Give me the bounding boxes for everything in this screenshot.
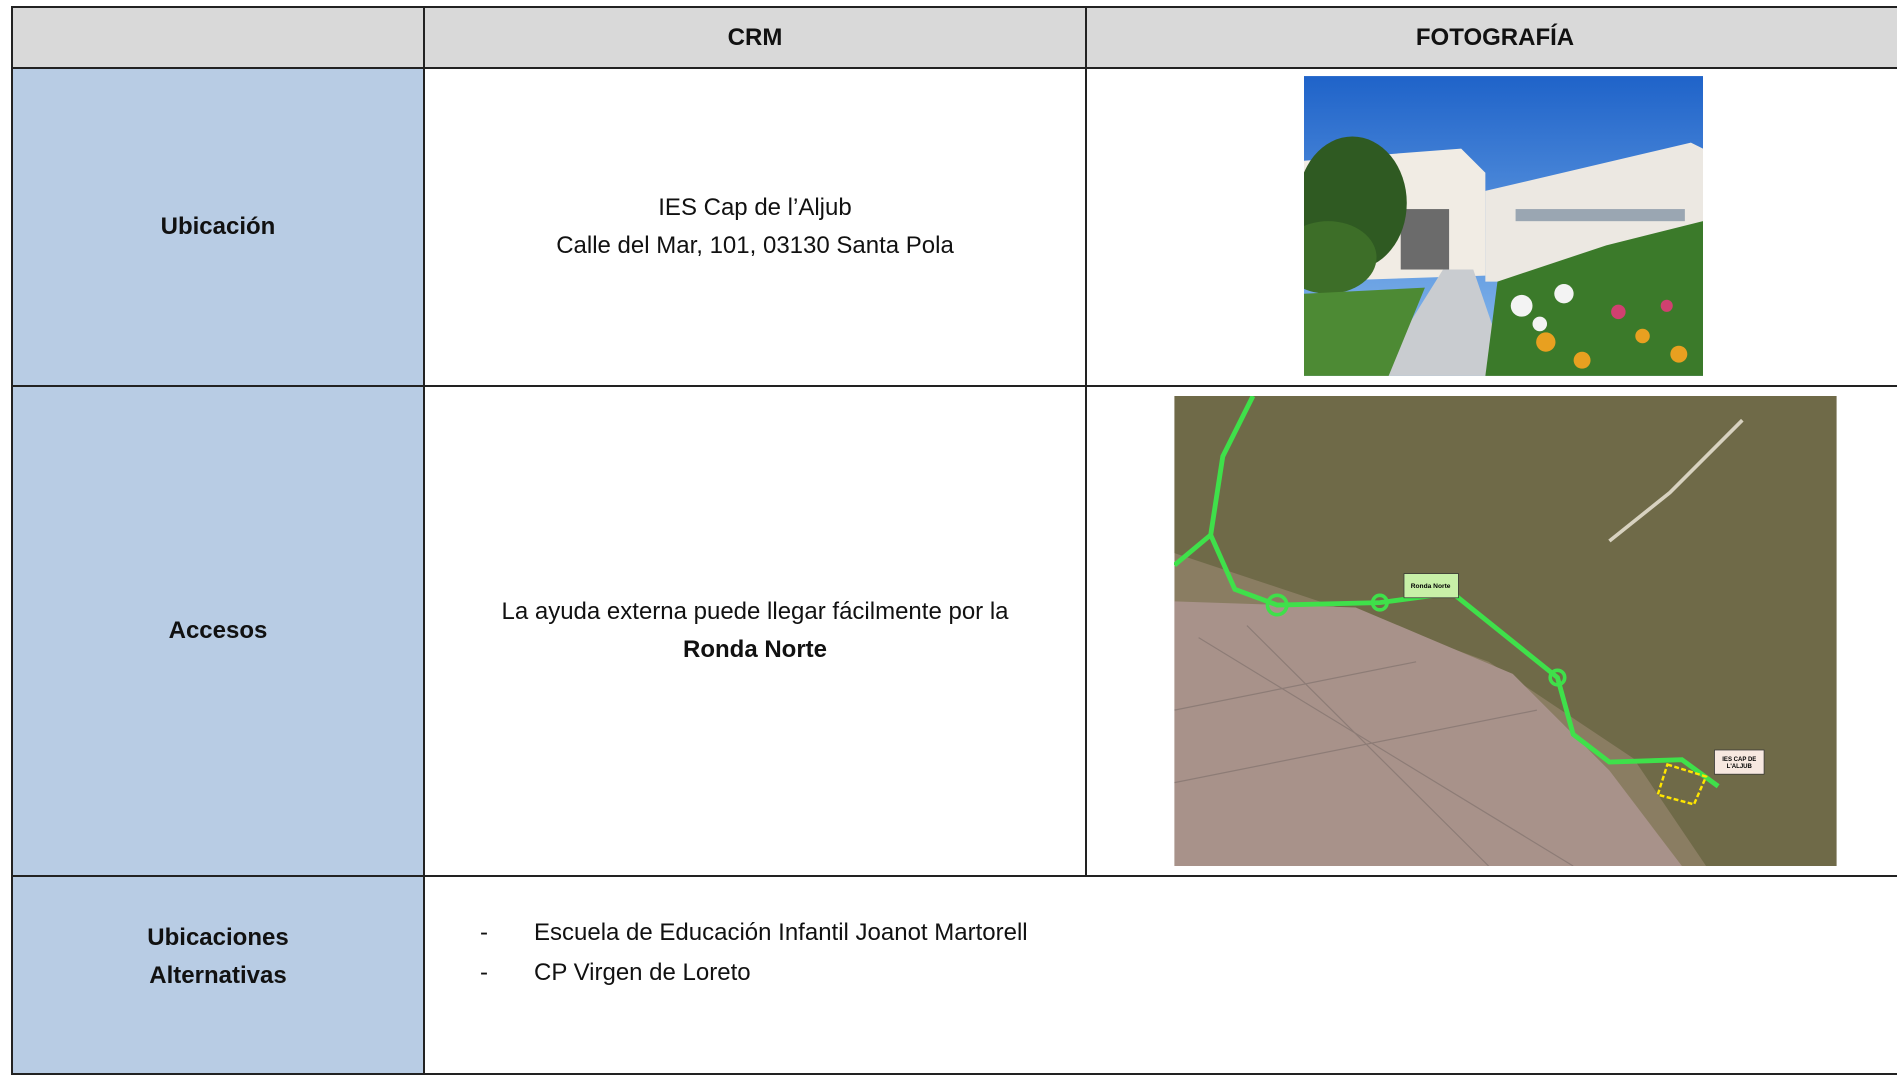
row-label: Ubicación xyxy=(11,67,425,387)
row-label: Ubicaciones Alternativas xyxy=(11,875,425,1075)
row-content: IES Cap de l’Aljub Calle del Mar, 101, 03… xyxy=(423,67,1087,387)
list-item: Escuela de Educación Infantil Joanot Mar… xyxy=(480,913,1028,953)
header-text: FOTOGRAFÍA xyxy=(1415,23,1575,51)
label-text: Alternativas xyxy=(149,962,287,989)
content-line: IES Cap de l’Aljub xyxy=(658,194,852,221)
school-photo xyxy=(1304,76,1703,376)
content-bold: Ronda Norte xyxy=(683,636,827,663)
label-text: Ubicaciones xyxy=(147,924,289,951)
header-text: CRM xyxy=(727,23,783,51)
row-label: Accesos xyxy=(11,385,425,877)
row-content: La ayuda externa puede llegar fácilmente… xyxy=(423,385,1087,877)
map-label: Ronda Norte xyxy=(1411,583,1451,590)
header-corner xyxy=(11,6,425,69)
map-label: L'ALJUB xyxy=(1727,764,1753,770)
map-label: IES CAP DE xyxy=(1722,757,1756,763)
label-text: Accesos xyxy=(168,617,268,644)
header-cell: CRM xyxy=(423,6,1087,69)
page: CRM FOTOGRAFÍA Ubicación IES Cap de l’Al… xyxy=(0,0,1897,1026)
label-text: Ubicación xyxy=(160,213,276,240)
alternative-list: Escuela de Educación Infantil Joanot Mar… xyxy=(480,913,1028,993)
content-line: Calle del Mar, 101, 03130 Santa Pola xyxy=(556,232,954,259)
list-item: CP Virgen de Loreto xyxy=(480,953,1028,993)
access-map: Ronda Norte IES CAP DE L'ALJUB xyxy=(1174,396,1837,866)
header-cell: FOTOGRAFÍA xyxy=(1085,6,1897,69)
content-line: La ayuda externa puede llegar fácilmente… xyxy=(501,598,1009,625)
